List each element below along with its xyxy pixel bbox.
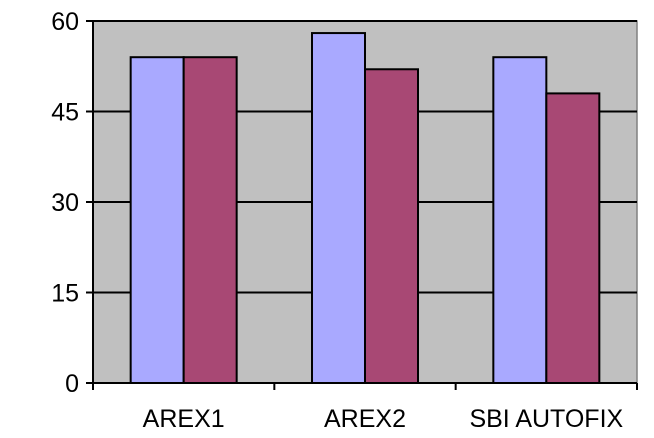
bar <box>182 56 238 384</box>
bar <box>129 56 185 384</box>
y-tick-label: 60 <box>51 8 79 36</box>
y-axis: 0 15 30 45 60 <box>51 8 94 398</box>
x-tick-label: AREX1 <box>143 405 225 433</box>
y-tick-label: 45 <box>51 99 79 127</box>
bar <box>545 92 601 385</box>
y-tick-label: 15 <box>51 280 79 308</box>
bar <box>492 56 548 384</box>
x-axis: AREX1 AREX2 SBI AUTOFIX <box>92 382 638 433</box>
bar <box>364 68 419 385</box>
bars <box>129 32 601 385</box>
x-tick-label: SBI AUTOFIX <box>469 405 623 433</box>
y-tick-label: 30 <box>51 189 79 217</box>
bar <box>311 32 366 384</box>
x-tick-label: AREX2 <box>324 405 406 433</box>
y-tick-label: 0 <box>65 370 79 398</box>
